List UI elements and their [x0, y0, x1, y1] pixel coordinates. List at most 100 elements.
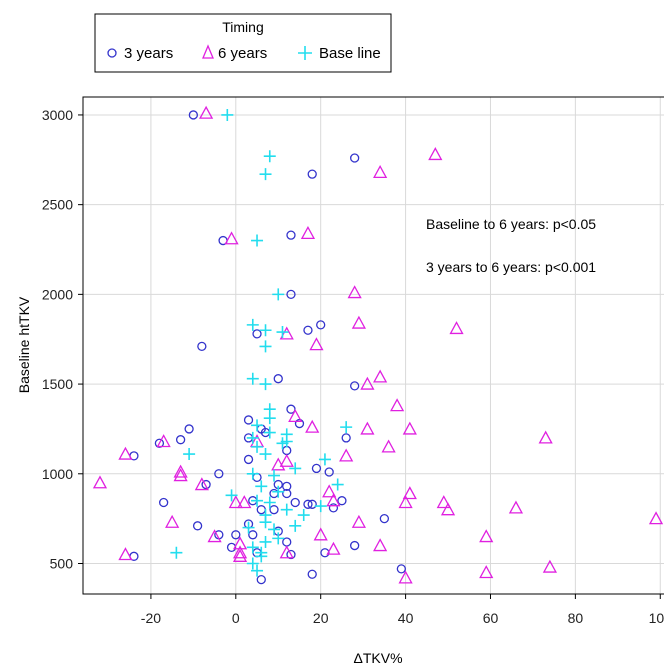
point-base-line	[259, 378, 272, 391]
point-6-years	[173, 468, 188, 482]
point-3-years	[252, 329, 262, 339]
point-base-line	[170, 546, 183, 559]
point-6-years	[207, 529, 222, 543]
point-6-years	[228, 495, 243, 509]
point-3-years	[341, 433, 351, 443]
y-tick-label: 3000	[42, 107, 73, 123]
point-6-years	[436, 495, 451, 509]
point-base-line	[268, 469, 281, 482]
point-3-years	[243, 454, 254, 465]
point-base-line	[289, 519, 302, 532]
point-6-years	[279, 453, 294, 467]
point-base-line	[251, 440, 264, 453]
point-3-years	[286, 404, 296, 414]
point-3-years	[307, 499, 317, 509]
plot-border	[83, 97, 664, 594]
point-3-years	[256, 574, 266, 585]
legend-label-base-line: Base line	[319, 45, 381, 62]
point-base-line	[259, 448, 272, 461]
point-3-years	[350, 153, 360, 163]
point-3-years	[303, 325, 313, 335]
plot-area	[82, 96, 664, 595]
legend-marker-6-years	[202, 44, 214, 59]
point-3-years	[337, 496, 347, 506]
point-base-line	[276, 326, 289, 339]
legend-label-6-years: 6 years	[218, 45, 267, 62]
series-base-line	[170, 108, 353, 577]
point-6-years	[237, 495, 252, 509]
point-base-line	[263, 496, 276, 509]
point-base-line	[272, 288, 285, 301]
point-3-years	[316, 320, 326, 330]
point-3-years	[184, 424, 194, 434]
point-6-years	[194, 477, 209, 491]
annotation-baseline-to-6-years: Baseline to 6 years: p<0.05	[426, 216, 596, 232]
point-base-line	[259, 535, 272, 548]
y-tick-label: 1000	[42, 466, 73, 482]
point-base-line	[263, 426, 276, 439]
y-axis-ticks: 500 1000 1500 2000 2500 3000	[42, 107, 83, 571]
point-6-years	[326, 493, 341, 507]
x-tick-label: 100	[649, 610, 664, 626]
point-6-years	[351, 514, 366, 528]
point-3-years	[158, 497, 169, 508]
point-6-years	[398, 495, 413, 509]
point-base-line	[318, 453, 331, 466]
point-3-years	[201, 479, 211, 490]
point-6-years	[440, 502, 456, 516]
x-tick-label: -20	[141, 610, 161, 626]
point-6-years	[648, 511, 664, 525]
point-6-years	[398, 570, 413, 584]
point-3-years	[175, 435, 186, 445]
point-base-line	[259, 516, 272, 529]
point-6-years	[326, 541, 341, 555]
point-6-years	[339, 448, 354, 462]
point-3-years	[350, 540, 360, 551]
point-6-years	[373, 369, 388, 383]
point-6-years	[313, 527, 328, 541]
point-base-line	[340, 421, 353, 434]
y-tick-label: 500	[50, 555, 74, 571]
point-6-years	[390, 398, 405, 412]
point-3-years	[286, 549, 296, 560]
x-tick-label: 0	[232, 610, 240, 626]
point-base-line	[280, 435, 293, 448]
point-base-line	[225, 489, 238, 502]
point-3-years	[214, 469, 224, 479]
point-6-years	[305, 419, 320, 433]
point-base-line	[251, 234, 264, 247]
legend-marker-base-line	[298, 46, 312, 60]
point-6-years	[118, 446, 133, 460]
x-axis-ticks: -20 0 20 40 60 80 100	[141, 594, 664, 626]
point-3-years	[311, 463, 322, 474]
point-6-years	[224, 231, 239, 245]
point-3-years	[328, 503, 339, 513]
point-6-years	[118, 547, 133, 561]
point-3-years	[290, 497, 300, 508]
point-base-line	[251, 419, 264, 432]
point-base-line	[246, 541, 259, 554]
y-tick-label: 1500	[42, 376, 73, 392]
point-3-years	[396, 564, 406, 574]
point-3-years	[286, 289, 296, 300]
point-3-years	[303, 499, 313, 509]
point-base-line	[246, 557, 259, 570]
point-3-years	[231, 530, 241, 540]
y-axis-label: Baseline htTKV	[16, 296, 32, 393]
legend-title: Timing	[222, 19, 264, 35]
point-3-years	[324, 467, 334, 477]
point-6-years	[351, 315, 366, 329]
series-6-years	[92, 105, 664, 584]
point-3-years	[269, 505, 279, 515]
x-tick-label: 60	[483, 610, 499, 626]
y-tick-label: 2000	[42, 286, 73, 302]
point-6-years	[232, 545, 248, 559]
point-6-years	[232, 536, 248, 550]
point-6-years	[347, 285, 362, 299]
plot-frame	[82, 96, 664, 595]
legend-box	[94, 13, 392, 73]
point-base-line	[268, 523, 281, 536]
point-base-line	[251, 494, 264, 507]
point-3-years	[307, 169, 317, 179]
